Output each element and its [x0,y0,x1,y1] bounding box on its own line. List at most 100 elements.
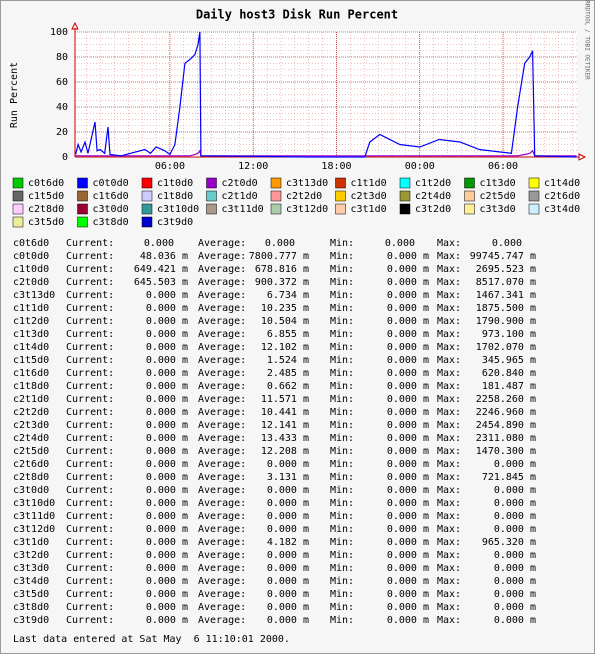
stat-label: Average: [198,264,246,275]
stat-value: 4.182 m [267,537,309,548]
stat-label: Average: [198,303,246,314]
stat-label: Average: [198,407,246,418]
legend-label: c0t6d0 [28,178,64,189]
stat-name: c1t4d0 [13,342,49,353]
stat-value: 0.000 m [146,407,188,418]
legend-label: c3t10d0 [157,204,199,215]
stat-value: 0.000 m [387,277,429,288]
stat-value: 0.000 m [146,368,188,379]
stat-name: c3t0d0 [13,485,49,496]
stat-label: Average: [198,498,246,509]
stat-value: 0.000 m [267,485,309,496]
stat-value: 10.441 m [261,407,309,418]
legend-swatch [77,216,88,228]
stat-label: Max: [437,498,461,509]
stat-label: Current: [66,615,114,626]
stat-label: Min: [330,342,354,353]
stat-value: 0.000 m [146,316,188,327]
stat-value: 0.000 m [267,615,309,626]
stat-value: 0.000 m [387,329,429,340]
stat-value: 0.000 m [387,615,429,626]
legend-swatch [399,177,411,189]
stat-value: 0.000 m [387,394,429,405]
stat-value: 0.000 m [146,394,188,405]
plot-area [75,32,577,157]
stat-value: 0.000 m [146,576,188,587]
stat-name: c3t12d0 [13,524,55,535]
stat-value: 0.000 m [146,602,188,613]
stat-label: Current: [66,355,114,366]
stat-value: 0.000 m [146,615,188,626]
stat-name: c3t9d0 [13,615,49,626]
stat-name: c1t5d0 [13,355,49,366]
stat-label: Max: [437,368,461,379]
stat-label: Average: [198,472,246,483]
legend-swatch [141,216,153,228]
stat-name: c3t10d0 [13,498,55,509]
stat-value: 0.000 m [494,498,536,509]
stat-label: Max: [437,407,461,418]
stat-label: Max: [437,264,461,275]
legend-label: c3t3d0 [480,204,516,215]
stat-label: Max: [437,420,461,431]
stat-label: Average: [198,576,246,587]
legend-label: c3t11d0 [222,204,264,215]
stat-value: 0.000 m [387,251,429,262]
stat-label: Min: [330,303,354,314]
legend-label: c3t0d0 [93,204,129,215]
legend-label: c3t2d0 [415,204,451,215]
stat-label: Max: [437,251,461,262]
stat-label: Current: [66,238,114,249]
stat-label: Max: [437,511,461,522]
stat-value: 3.131 m [267,472,309,483]
stat-name: c1t1d0 [13,303,49,314]
stat-value: 0.000 m [494,563,536,574]
data-line [75,31,577,158]
x-tick-label: 18:00 [321,161,351,172]
stats-table: c0t6d0 Current: 0.000 Average: 0.000 Min: 0.00… [13,238,536,626]
stat-value: 8517.070 m [476,277,536,288]
stat-label: Average: [198,511,246,522]
stat-label: Average: [198,550,246,561]
chart-title: Daily host3 Disk Run Percent [196,8,398,22]
legend-swatch [206,203,217,215]
stat-value: 0.000 m [146,485,188,496]
stat-value: 0.000 m [494,459,536,470]
stat-name: c0t6d0 [13,238,49,249]
stat-value: 0.000 m [267,589,309,600]
legend-label: c1t1d0 [351,178,387,189]
stat-label: Min: [330,550,354,561]
stat-label: Average: [198,355,246,366]
stat-value: 0.000 m [387,355,429,366]
stat-name: c3t1d0 [13,537,49,548]
stat-value: 0.000 m [387,589,429,600]
legend-swatch [270,203,282,215]
stat-value: 0.000 m [146,524,188,535]
stat-value: 10.504 m [261,316,309,327]
stat-label: Min: [330,394,354,405]
stat-value: 0.000 m [387,381,429,392]
legend-swatch [206,190,217,202]
legend-swatch [528,203,540,215]
stat-label: Current: [66,576,114,587]
stat-value: 678.816 m [255,264,309,275]
stat-label: Average: [198,420,246,431]
stat-label: Current: [66,303,114,314]
stat-value: 0.000 m [146,537,188,548]
x-tick-label: 12:00 [238,161,268,172]
stat-label: Average: [198,459,246,470]
stat-label: Min: [330,615,354,626]
stat-value: 649.421 m [134,264,188,275]
stat-value: 0.000 m [387,407,429,418]
stat-name: c2t1d0 [13,394,49,405]
stat-label: Max: [437,433,461,444]
stat-value: 2311.080 m [476,433,536,444]
axis-arrow [578,153,587,161]
stat-label: Current: [66,433,114,444]
stat-label: Max: [437,524,461,535]
legend-swatch [141,203,153,215]
stat-name: c1t8d0 [13,381,49,392]
legend-swatch [206,177,217,189]
legend: c0t6d0 c0t0d0 c1t0d0 c2t0d0 c3t13d0 c1t1d0 c1t… [12,177,580,228]
stat-value: 12.141 m [261,420,309,431]
